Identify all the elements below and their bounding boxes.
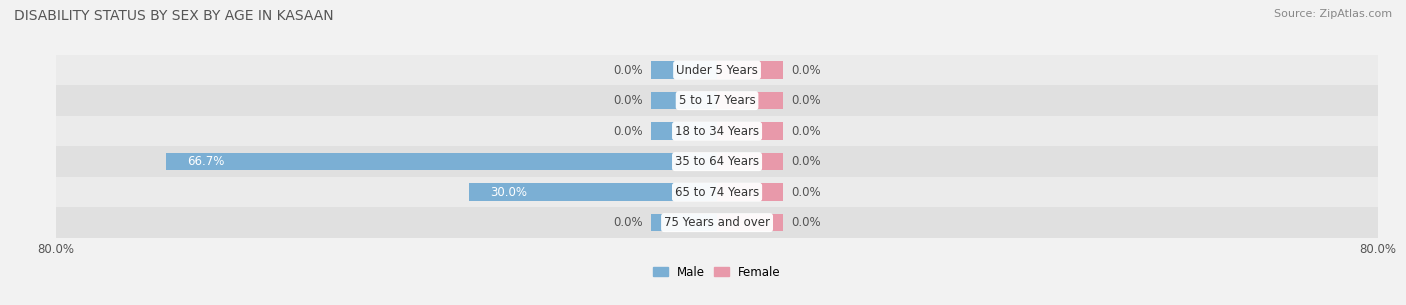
Text: Under 5 Years: Under 5 Years [676, 64, 758, 77]
Bar [470, 183, 717, 201]
Text: 0.0%: 0.0% [792, 186, 821, 199]
Text: 65 to 74 Years: 65 to 74 Years [675, 186, 759, 199]
Bar [717, 183, 783, 201]
Bar [717, 153, 783, 170]
Bar [56, 85, 1378, 116]
Text: 5 to 17 Years: 5 to 17 Years [679, 94, 755, 107]
Legend: Male, Female: Male, Female [648, 261, 786, 283]
Bar [56, 55, 1378, 85]
Text: 0.0%: 0.0% [613, 64, 643, 77]
Bar [56, 207, 1378, 238]
Text: 0.0%: 0.0% [613, 125, 643, 138]
Bar [717, 214, 783, 231]
Bar [651, 61, 717, 79]
Text: Source: ZipAtlas.com: Source: ZipAtlas.com [1274, 9, 1392, 19]
Text: 0.0%: 0.0% [792, 94, 821, 107]
Bar [56, 177, 1378, 207]
Text: 0.0%: 0.0% [613, 216, 643, 229]
Text: 35 to 64 Years: 35 to 64 Years [675, 155, 759, 168]
Text: 66.7%: 66.7% [187, 155, 224, 168]
Text: 0.0%: 0.0% [613, 94, 643, 107]
Bar [166, 153, 717, 170]
Text: 75 Years and over: 75 Years and over [664, 216, 770, 229]
Bar [651, 214, 717, 231]
Text: 18 to 34 Years: 18 to 34 Years [675, 125, 759, 138]
Bar [717, 122, 783, 140]
Text: 0.0%: 0.0% [792, 64, 821, 77]
Text: 30.0%: 30.0% [489, 186, 527, 199]
Text: 0.0%: 0.0% [792, 155, 821, 168]
Text: DISABILITY STATUS BY SEX BY AGE IN KASAAN: DISABILITY STATUS BY SEX BY AGE IN KASAA… [14, 9, 333, 23]
Bar [717, 92, 783, 109]
Bar [56, 116, 1378, 146]
Bar [651, 122, 717, 140]
Text: 0.0%: 0.0% [792, 216, 821, 229]
Bar [651, 92, 717, 109]
Bar [56, 146, 1378, 177]
Bar [717, 61, 783, 79]
Text: 0.0%: 0.0% [792, 125, 821, 138]
